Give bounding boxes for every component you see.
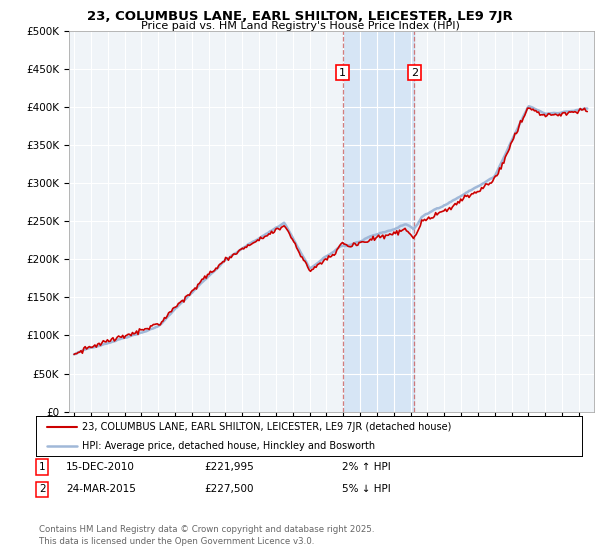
Text: HPI: Average price, detached house, Hinckley and Bosworth: HPI: Average price, detached house, Hinc… (82, 441, 376, 451)
Text: 2: 2 (39, 484, 46, 494)
Text: Price paid vs. HM Land Registry's House Price Index (HPI): Price paid vs. HM Land Registry's House … (140, 21, 460, 31)
Text: £221,995: £221,995 (204, 462, 254, 472)
Text: 23, COLUMBUS LANE, EARL SHILTON, LEICESTER, LE9 7JR (detached house): 23, COLUMBUS LANE, EARL SHILTON, LEICEST… (82, 422, 452, 432)
Text: 1: 1 (339, 68, 346, 78)
Text: 1: 1 (39, 462, 46, 472)
Text: £227,500: £227,500 (204, 484, 254, 494)
Text: 24-MAR-2015: 24-MAR-2015 (66, 484, 136, 494)
Text: 15-DEC-2010: 15-DEC-2010 (66, 462, 135, 472)
Text: 2% ↑ HPI: 2% ↑ HPI (342, 462, 391, 472)
Text: 2: 2 (411, 68, 418, 78)
Bar (343, 31, 415, 412)
Text: Contains HM Land Registry data © Crown copyright and database right 2025.
This d: Contains HM Land Registry data © Crown c… (39, 525, 374, 546)
Text: 5% ↓ HPI: 5% ↓ HPI (342, 484, 391, 494)
Text: 23, COLUMBUS LANE, EARL SHILTON, LEICESTER, LE9 7JR: 23, COLUMBUS LANE, EARL SHILTON, LEICEST… (87, 10, 513, 23)
